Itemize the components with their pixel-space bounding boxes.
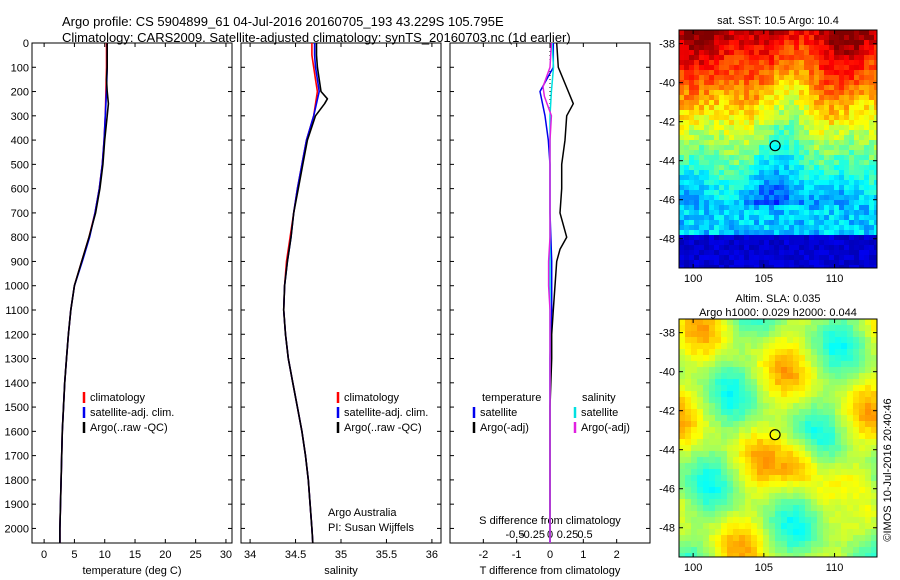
temperature-legend-title: temperature: [482, 392, 541, 404]
tdiff-tick-label: 0: [547, 549, 553, 561]
temperature-tick-label: 30: [220, 549, 232, 561]
imos-credit: ©IMOS 10-Jul-2016 20:40:46: [882, 398, 894, 541]
difference-line-3: [542, 42, 553, 543]
temperature-legend-0-label: climatology: [90, 392, 146, 404]
depth-tick-label: 700: [11, 208, 29, 220]
latitude-tick-label: -42: [659, 117, 675, 129]
difference-line-1: [549, 42, 575, 543]
temperature-tick-label: 20: [159, 549, 171, 561]
latitude-tick-label: -48: [659, 234, 675, 246]
salinity-legend-2-label: Argo(..raw -QC): [344, 422, 422, 434]
tdiff-tick-label: -1: [512, 549, 522, 561]
sdiff-legend-0-label: satellite: [581, 407, 618, 419]
figure-title-line1: Argo profile: CS 5904899_61 04-Jul-2016 …: [62, 14, 504, 29]
temperature-tick-label: 0: [41, 549, 47, 561]
latitude-tick-label: -42: [659, 406, 675, 418]
latitude-tick-label: -44: [659, 156, 675, 168]
salinity-tick-label: 36: [426, 549, 438, 561]
depth-tick-label: 1000: [5, 281, 29, 293]
sst-field: [679, 30, 878, 269]
longitude-tick-label: 100: [684, 562, 702, 574]
depth-tick-label: 200: [11, 87, 29, 99]
sla-map-title: Altim. SLA: 0.035: [736, 293, 821, 305]
pi-note: PI: Susan Wijffels: [328, 522, 414, 534]
salinity-axis-label: salinity: [324, 565, 358, 577]
depth-tick-label: 2000: [5, 523, 29, 535]
longitude-tick-label: 100: [684, 273, 702, 285]
sla-field: [679, 319, 878, 558]
temperature-line-1: [59, 43, 108, 543]
tdiff-tick-label: 2: [614, 549, 620, 561]
longitude-tick-label: 105: [755, 562, 773, 574]
tdiff-tick-label: -2: [478, 549, 488, 561]
temperature-tick-label: 25: [190, 549, 202, 561]
temperature-axis-label: temperature (deg C): [82, 565, 181, 577]
salinity-plot-frame: [240, 42, 442, 544]
depth-tick-label: 100: [11, 62, 29, 74]
argo-float-marker: [769, 140, 781, 152]
depth-tick-label: 0: [23, 38, 29, 50]
depth-tick-label: 400: [11, 135, 29, 147]
depth-tick-label: 1400: [5, 378, 29, 390]
sla-map-subtitle: Argo h1000: 0.029 h2000: 0.044: [699, 307, 857, 319]
temperature-tick-label: 15: [129, 549, 141, 561]
sst-map-frame: [678, 29, 878, 269]
latitude-tick-label: -46: [659, 484, 675, 496]
temperature-plot-frame: [31, 42, 233, 544]
temperature-line-2: [59, 43, 110, 543]
sdiff-legend-1-label: Argo(-adj): [581, 422, 630, 434]
latitude-tick-label: -46: [659, 195, 675, 207]
depth-tick-label: 1300: [5, 354, 29, 366]
temperature-line-0: [59, 43, 108, 543]
salinity-line-1: [282, 43, 320, 544]
depth-tick-label: 600: [11, 184, 29, 196]
salinity-tick-label: 34: [244, 549, 256, 561]
depth-tick-label: 300: [11, 111, 29, 123]
latitude-tick-label: -44: [659, 445, 675, 457]
depth-tick-label: 1800: [5, 475, 29, 487]
sdiff-tick-label: -0.25: [520, 529, 545, 541]
salinity-tick-label: 34.5: [285, 549, 306, 561]
depth-tick-label: 1900: [5, 499, 29, 511]
depth-tick-label: 500: [11, 159, 29, 171]
sst-map-title: sat. SST: 10.5 Argo: 10.4: [717, 15, 839, 27]
salinity-tick-label: 35.5: [376, 549, 397, 561]
latitude-tick-label: -40: [659, 367, 675, 379]
depth-tick-label: 1100: [5, 305, 29, 317]
temperature-legend-2-label: Argo(..raw -QC): [90, 422, 168, 434]
argo-float-marker: [769, 429, 781, 441]
longitude-tick-label: 110: [826, 273, 844, 285]
temperature-tick-label: 10: [99, 549, 111, 561]
latitude-tick-label: -40: [659, 78, 675, 90]
temperature-legend-1-label: satellite-adj. clim.: [90, 407, 174, 419]
tdiff-axis-label: T difference from climatology: [480, 565, 621, 577]
salinity-line-2: [282, 43, 329, 544]
depth-tick-label: 1700: [5, 451, 29, 463]
depth-tick-label: 1500: [5, 402, 29, 414]
depth-tick-label: 900: [11, 256, 29, 268]
salinity-tick-label: 35: [335, 549, 347, 561]
sla-map-frame: [678, 318, 878, 558]
longitude-tick-label: 105: [755, 273, 773, 285]
latitude-tick-label: -38: [659, 39, 675, 51]
depth-tick-label: 800: [11, 232, 29, 244]
temperature-tick-label: 5: [71, 549, 77, 561]
latitude-tick-label: -48: [659, 523, 675, 535]
tdiff-legend-1-label: Argo(-adj): [480, 422, 529, 434]
argo-australia-note: Argo Australia: [328, 507, 397, 519]
salinity-legend-0-label: climatology: [344, 392, 400, 404]
depth-tick-label: 1200: [5, 329, 29, 341]
tdiff-tick-label: 1: [580, 549, 586, 561]
salinity-legend-1-label: satellite-adj. clim.: [344, 407, 428, 419]
sdiff-tick-label: 0.25: [557, 529, 578, 541]
sdiff-tick-label: -0.5: [506, 529, 525, 541]
figure-title-line2: Climatology: CARS2009. Satellite-adjuste…: [62, 30, 571, 45]
longitude-tick-label: 110: [826, 562, 844, 574]
depth-tick-label: 1600: [5, 426, 29, 438]
salinity-legend-title: salinity: [582, 392, 616, 404]
latitude-tick-label: -38: [659, 328, 675, 340]
sdiff-tick-label: 0.5: [577, 529, 592, 541]
tdiff-legend-0-label: satellite: [480, 407, 517, 419]
